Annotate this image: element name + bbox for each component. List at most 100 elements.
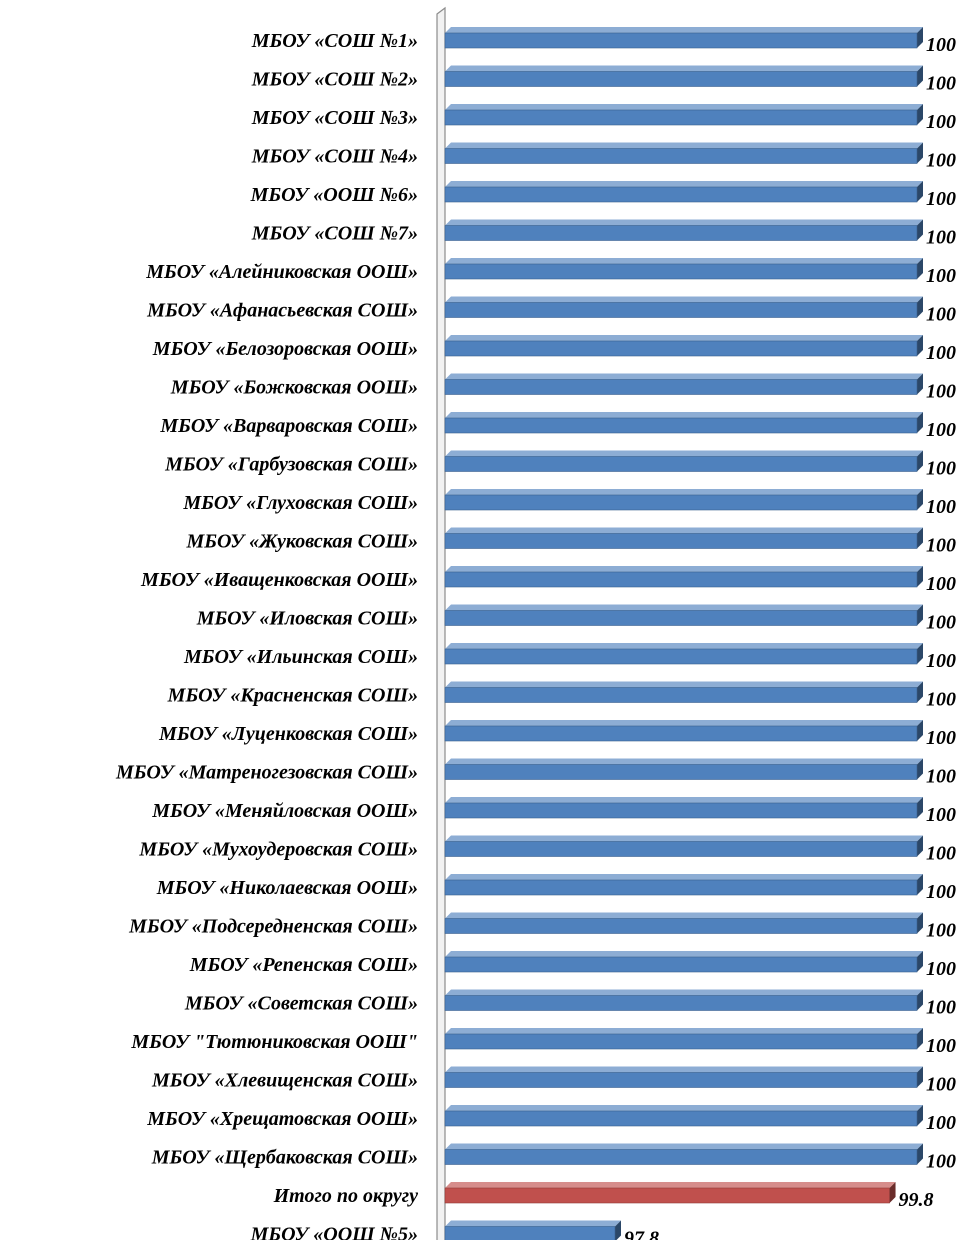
bar-front-face bbox=[444, 225, 918, 241]
bar-front-face bbox=[444, 918, 918, 934]
category-label: МБОУ «Советская СОШ» bbox=[184, 993, 418, 1015]
bar-front-face bbox=[444, 571, 918, 588]
bar bbox=[444, 566, 923, 588]
bar-end-face bbox=[917, 681, 923, 703]
value-label: 100 bbox=[926, 997, 956, 1019]
bar-front-face bbox=[444, 32, 918, 49]
bar-end-face bbox=[917, 1143, 923, 1165]
bar bbox=[444, 219, 923, 241]
bar-top-face bbox=[445, 758, 923, 765]
bar-top-face bbox=[445, 643, 923, 649]
bar bbox=[444, 373, 923, 395]
category-label: МБОУ «Хрещатовская ООШ» bbox=[146, 1108, 418, 1130]
category-label: МБОУ «Афанасьевская СОШ» bbox=[146, 300, 418, 322]
bar-end-face bbox=[917, 566, 923, 587]
category-label: Итого по округу bbox=[273, 1185, 418, 1207]
value-label: 100 bbox=[926, 34, 956, 56]
category-label: МБОУ «Алейниковская ООШ» bbox=[145, 261, 418, 283]
category-label: МБОУ «СОШ №7» bbox=[251, 223, 418, 245]
axis-layer bbox=[436, 6, 446, 1240]
bar bbox=[444, 489, 923, 511]
bar-top-face bbox=[445, 1105, 923, 1111]
category-label: МБОУ «Ильинская СОШ» bbox=[183, 646, 418, 668]
value-label: 100 bbox=[926, 150, 956, 172]
value-label: 100 bbox=[926, 342, 956, 364]
bar-end-face bbox=[917, 720, 923, 741]
category-label: МБОУ «Глуховская СОШ» bbox=[182, 492, 418, 514]
bar-front-face bbox=[444, 533, 918, 549]
category-label: МБОУ «СОШ №2» bbox=[251, 69, 418, 91]
bar bbox=[444, 758, 923, 780]
bar-top-face bbox=[445, 296, 923, 303]
value-label: 100 bbox=[926, 1151, 956, 1173]
bar-front-face bbox=[444, 610, 918, 626]
category-label: МБОУ «Хлевищенская СОШ» bbox=[151, 1070, 418, 1092]
bar bbox=[444, 720, 923, 742]
bar-top-face bbox=[445, 104, 923, 110]
bar bbox=[444, 604, 923, 626]
value-label: 100 bbox=[926, 381, 956, 403]
bar-end-face bbox=[917, 181, 923, 202]
category-label: МБОУ «СОШ №3» bbox=[251, 107, 418, 129]
bar bbox=[444, 27, 923, 49]
bar bbox=[444, 65, 923, 87]
bar-front-face bbox=[444, 379, 918, 395]
bar-end-face bbox=[917, 643, 923, 664]
category-axis bbox=[436, 6, 446, 1240]
bar-end-face bbox=[917, 874, 923, 895]
category-label: МБОУ «ООШ №6» bbox=[250, 184, 418, 206]
category-label: МБОУ «Гарбузовская СОШ» bbox=[164, 454, 418, 476]
value-label: 100 bbox=[926, 1074, 956, 1096]
bar bbox=[444, 797, 923, 819]
bar-end-face bbox=[917, 65, 923, 87]
bar-front-face bbox=[444, 995, 918, 1011]
bar-top-face bbox=[445, 527, 923, 534]
value-label: 100 bbox=[926, 188, 956, 210]
bar bbox=[444, 643, 923, 665]
bar-end-face bbox=[917, 412, 923, 433]
bar bbox=[444, 412, 923, 434]
bar-top-face bbox=[445, 989, 923, 996]
bar-front-face bbox=[444, 1226, 616, 1240]
bar-front-face bbox=[444, 417, 918, 434]
bar-top-face bbox=[445, 681, 923, 688]
value-label: 100 bbox=[926, 958, 956, 980]
bar-end-face bbox=[917, 296, 923, 318]
bar-front-face bbox=[444, 1149, 918, 1165]
category-label: МБОУ «Николаевская ООШ» bbox=[156, 877, 418, 899]
bar-top-face bbox=[445, 1182, 896, 1188]
category-label: МБОУ «Щербаковская СОШ» bbox=[151, 1147, 418, 1169]
bar-top-face bbox=[445, 335, 923, 341]
bar-top-face bbox=[445, 1220, 621, 1227]
bar-end-face bbox=[917, 258, 923, 279]
bar-top-face bbox=[445, 797, 923, 803]
bar-top-face bbox=[445, 219, 923, 226]
bar-top-face bbox=[445, 720, 923, 726]
category-label: МБОУ «Варваровская СОШ» bbox=[159, 415, 418, 437]
bar bbox=[444, 912, 923, 934]
bar-end-face bbox=[917, 1105, 923, 1126]
value-label: 99.8 bbox=[899, 1189, 934, 1211]
labels-layer: МБОУ «СОШ №1» 100 МБОУ «СОШ №2» 100 МБОУ «СО… bbox=[115, 30, 956, 1240]
bar-top-face bbox=[445, 951, 923, 957]
bar-end-face bbox=[917, 219, 923, 241]
value-label: 100 bbox=[926, 1112, 956, 1134]
bar-top-face bbox=[445, 142, 923, 149]
value-label: 100 bbox=[926, 881, 956, 903]
value-label: 100 bbox=[926, 227, 956, 249]
value-label: 100 bbox=[926, 265, 956, 287]
bar bbox=[444, 951, 923, 973]
bar bbox=[444, 335, 923, 357]
bar-end-face bbox=[917, 604, 923, 626]
bar-end-face bbox=[917, 989, 923, 1011]
value-label: 100 bbox=[926, 843, 956, 865]
bar bbox=[444, 142, 923, 164]
bar bbox=[444, 989, 923, 1011]
category-label: МБОУ «Меняйловская ООШ» bbox=[151, 800, 418, 822]
bar-end-face bbox=[917, 335, 923, 356]
bar bbox=[444, 1220, 621, 1240]
bar-top-face bbox=[445, 373, 923, 380]
bar-top-face bbox=[445, 450, 923, 457]
category-label: МБОУ «Красненская СОШ» bbox=[167, 685, 418, 707]
bar-top-face bbox=[445, 65, 923, 72]
